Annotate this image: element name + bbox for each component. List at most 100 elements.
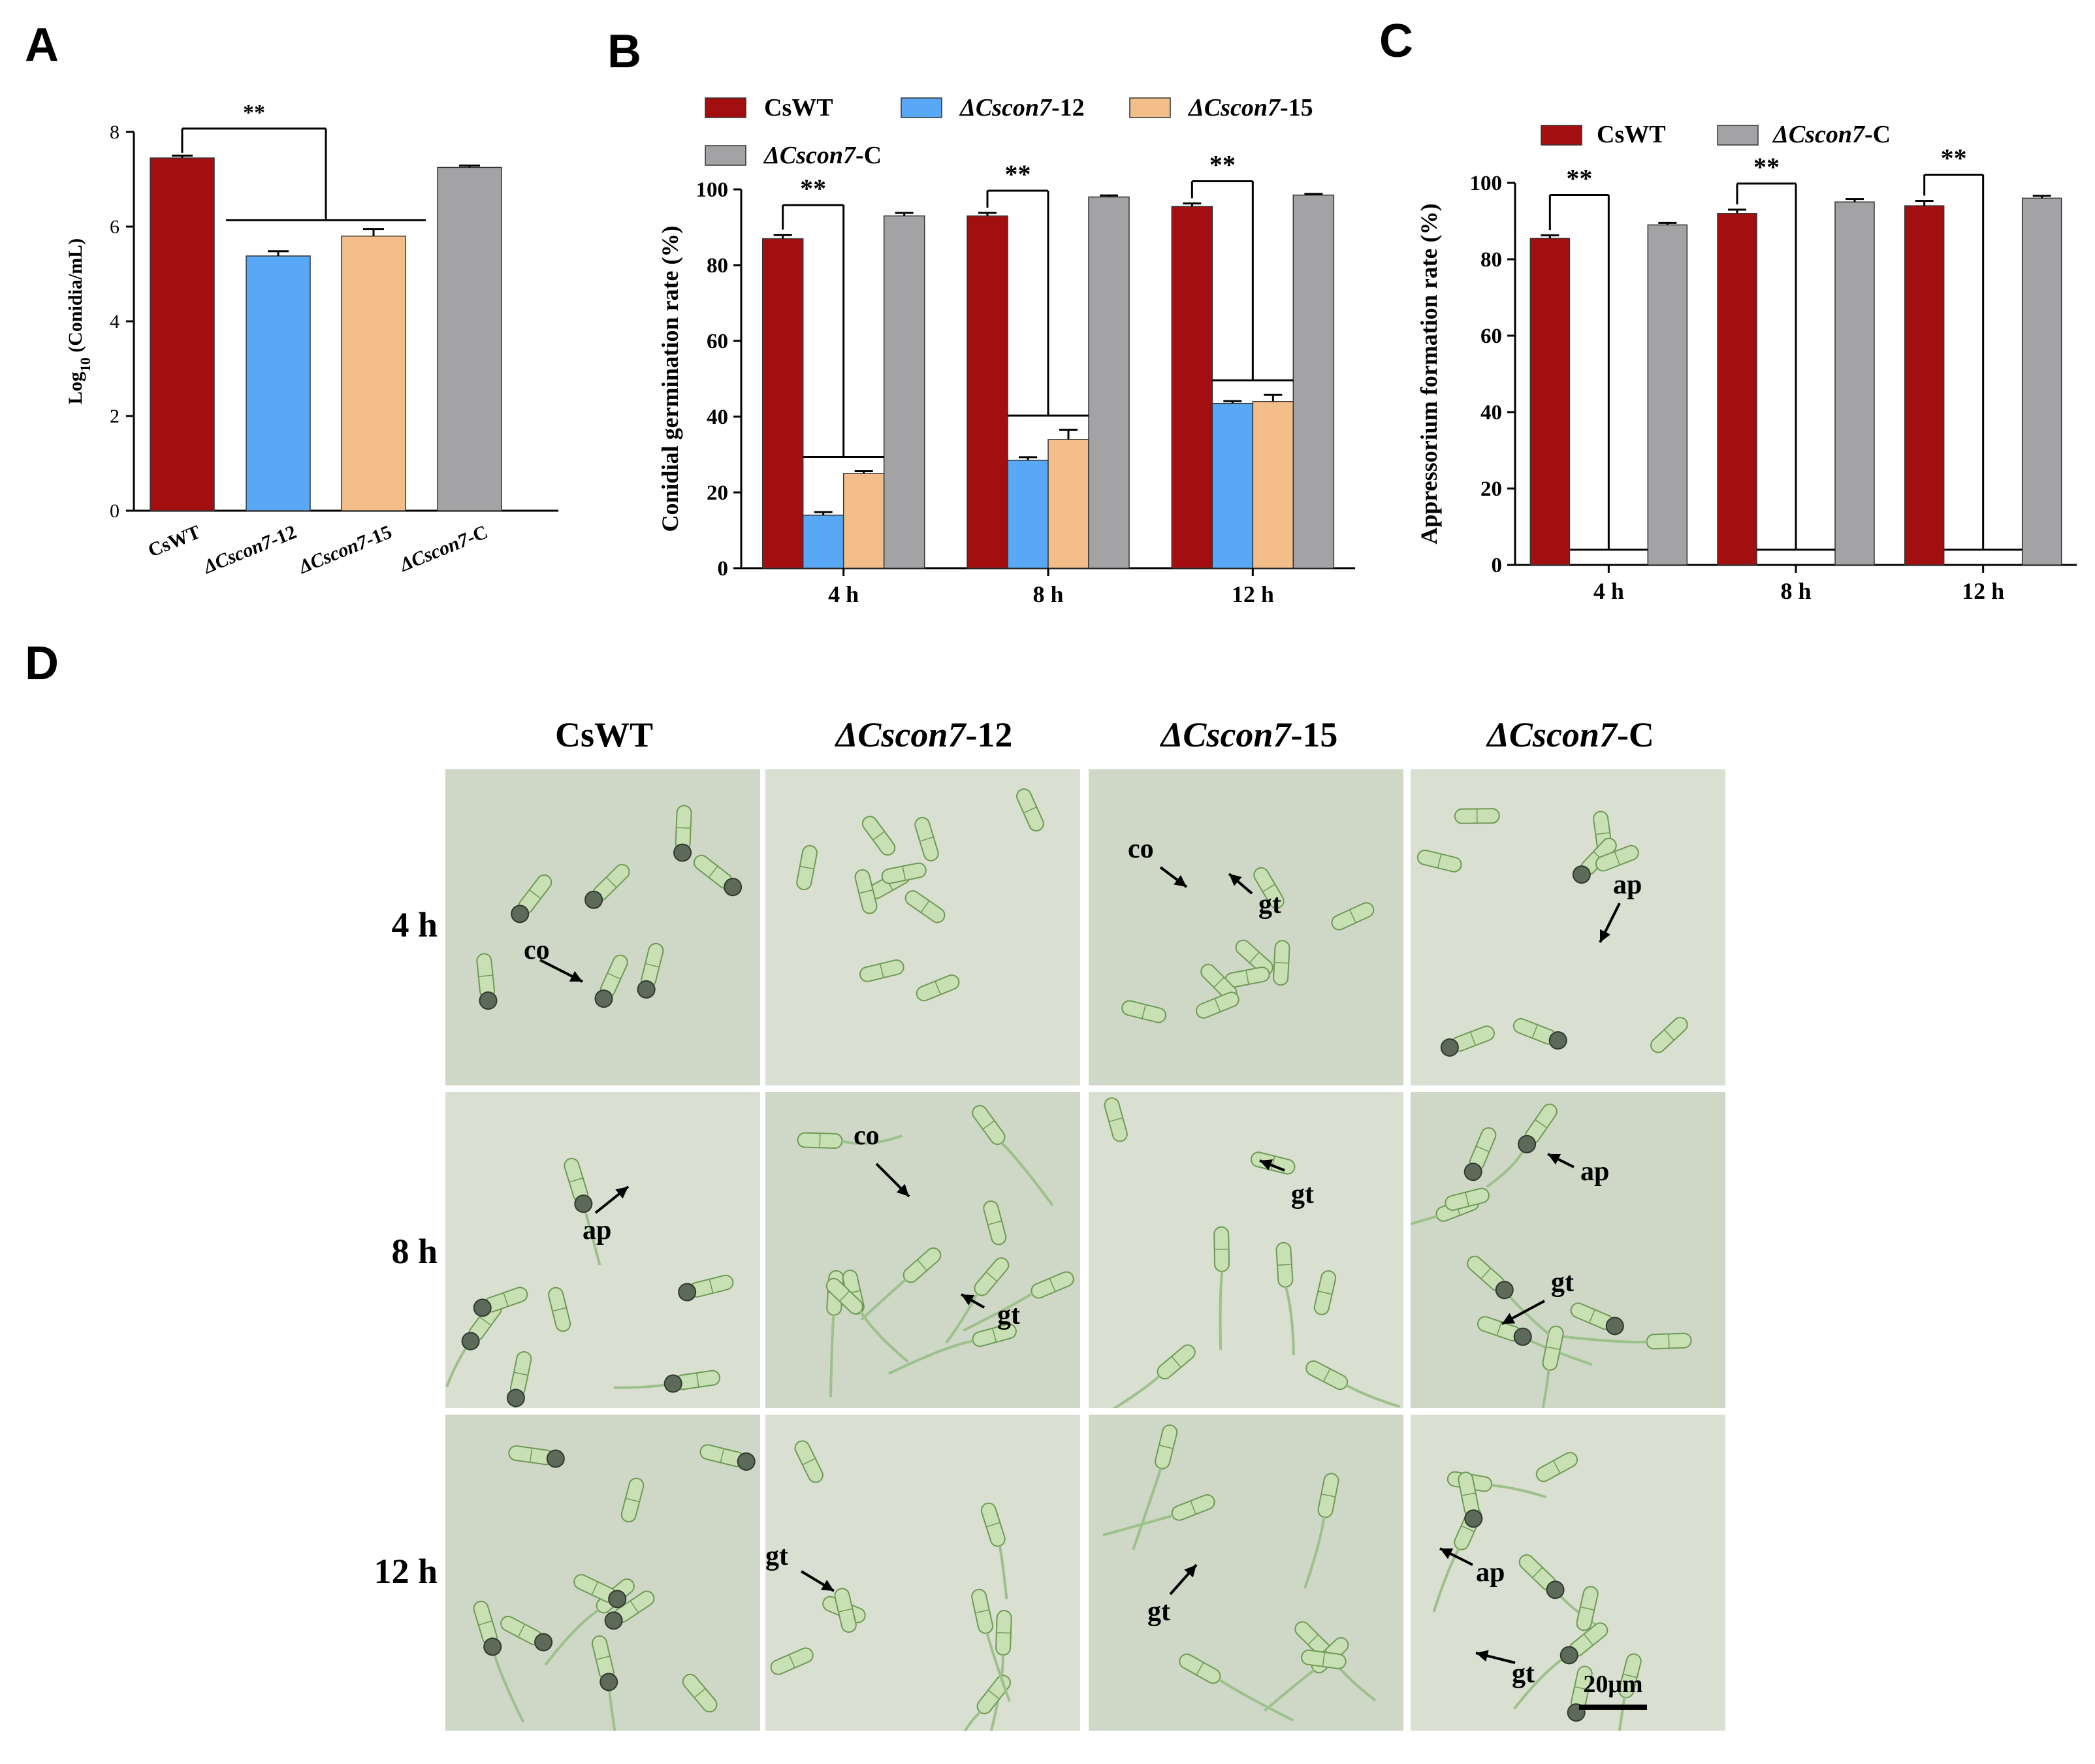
bar: [341, 235, 406, 511]
y-tick-label: 4: [110, 311, 120, 332]
germ-tube: [1303, 1516, 1326, 1589]
micrograph-image: gt: [765, 1440, 1012, 1731]
bar: [1048, 439, 1089, 569]
septum: [1319, 1291, 1332, 1295]
y-tick-label: 60: [707, 330, 728, 353]
conidium: [1463, 1127, 1497, 1181]
conidium: [904, 890, 946, 923]
chart-c-appressorium-rate: 0 20 40 60 80 100 Appressorium formation rate …: [1416, 121, 2077, 604]
appressorium: [600, 1673, 618, 1692]
septum: [607, 972, 620, 980]
septum: [596, 1656, 610, 1660]
appressorium: [594, 989, 613, 1008]
germ-tube: [842, 1134, 903, 1145]
conidium: [914, 816, 939, 861]
septum: [1214, 999, 1221, 1012]
y-tick-label: 80: [707, 254, 728, 278]
y-axis-title: Appressorium formation rate (%): [1416, 203, 1442, 544]
annotation-arrowhead: [569, 970, 583, 982]
appressorium: [1495, 1281, 1514, 1300]
conidium: [980, 1502, 1008, 1599]
septum: [694, 1688, 705, 1698]
micrograph-r2-c3: ap gt 20μm: [1411, 1415, 1725, 1731]
appressorium: [1546, 1580, 1565, 1599]
septum: [1271, 1157, 1275, 1170]
y-tick-label: 0: [718, 557, 729, 581]
conidium: [1650, 1017, 1688, 1053]
appressorium: [584, 890, 603, 909]
septum: [1109, 1117, 1123, 1122]
appressorium: [483, 1637, 502, 1656]
conidium: [1303, 1473, 1339, 1589]
micrograph-image: gt: [1089, 1097, 1400, 1408]
y-tick-label: 2: [110, 406, 120, 427]
bar: [1904, 205, 1945, 566]
annotation-label: gt: [1512, 1659, 1535, 1689]
septum: [1049, 1278, 1056, 1291]
y-tick-label: 40: [1480, 401, 1502, 425]
conidium: [637, 942, 664, 999]
conidium: [693, 854, 743, 897]
conidium: [473, 1287, 528, 1317]
septum: [630, 1601, 639, 1613]
conidium: [971, 1588, 1011, 1702]
legend-label: ΔCscon7-C: [1772, 121, 1891, 148]
conidium: [1576, 1586, 1599, 1631]
septum: [645, 963, 659, 968]
conidium: [1250, 1151, 1296, 1175]
y-tick-label: 100: [696, 178, 729, 202]
significance-label: **: [1005, 159, 1031, 189]
septum: [1553, 1461, 1561, 1473]
septum: [720, 1449, 724, 1462]
annotation-label: gt: [1147, 1597, 1170, 1627]
conidium: [1196, 991, 1239, 1019]
septum: [569, 1178, 583, 1183]
y-tick-label: 80: [1480, 248, 1502, 272]
septum: [1462, 1525, 1474, 1532]
septum: [591, 1582, 598, 1595]
annotation-arrowhead: [1476, 1650, 1489, 1662]
septum: [988, 1690, 1000, 1699]
x-tick-label: 8 h: [1032, 581, 1063, 607]
septum: [873, 831, 885, 841]
septum: [1323, 1369, 1330, 1381]
micrograph-r1-c3: ap gt: [1411, 1092, 1725, 1408]
septum: [479, 974, 492, 978]
conidium: [500, 1616, 553, 1652]
septum: [1262, 884, 1275, 892]
germ-tube: [1491, 1484, 1547, 1499]
appressorium: [608, 1590, 627, 1609]
appressorium: [1463, 1163, 1482, 1181]
conidium: [1121, 1000, 1166, 1023]
septum: [902, 867, 906, 880]
conidium: [989, 1610, 1012, 1731]
annotation-label: gt: [997, 1300, 1020, 1330]
septum: [839, 1608, 852, 1612]
micrograph-r1-c1: co gt: [765, 1092, 1080, 1408]
legend-swatch: [1541, 125, 1582, 146]
scale-bar-label: 20μm: [1583, 1671, 1642, 1698]
bar: [1647, 224, 1688, 566]
conidium: [1595, 844, 1639, 872]
conidium: [860, 1247, 942, 1321]
septum: [1023, 807, 1036, 813]
annotation-label: co: [524, 935, 550, 965]
germ-tube: [1533, 1370, 1550, 1408]
x-tick-label: ΔCscon7-15: [295, 521, 395, 578]
germ-tube: [860, 1279, 906, 1321]
micrograph-image: ap gt 20μm: [1432, 1452, 1647, 1731]
bar: [1717, 213, 1757, 566]
germ-tube: [1264, 1669, 1315, 1712]
septum: [709, 866, 718, 878]
septum: [529, 890, 541, 899]
y-tick-label: 0: [1492, 554, 1503, 577]
septum: [1623, 1673, 1637, 1678]
row-header-12h: 12 h: [374, 1552, 438, 1591]
x-tick-label: 4 h: [1593, 578, 1624, 604]
micrograph-image: [473, 1444, 756, 1731]
appressorium: [1559, 1646, 1578, 1665]
bar: [1252, 401, 1294, 569]
annotation-label: ap: [1613, 870, 1642, 900]
septum: [1531, 1025, 1538, 1038]
septum: [1437, 854, 1442, 868]
